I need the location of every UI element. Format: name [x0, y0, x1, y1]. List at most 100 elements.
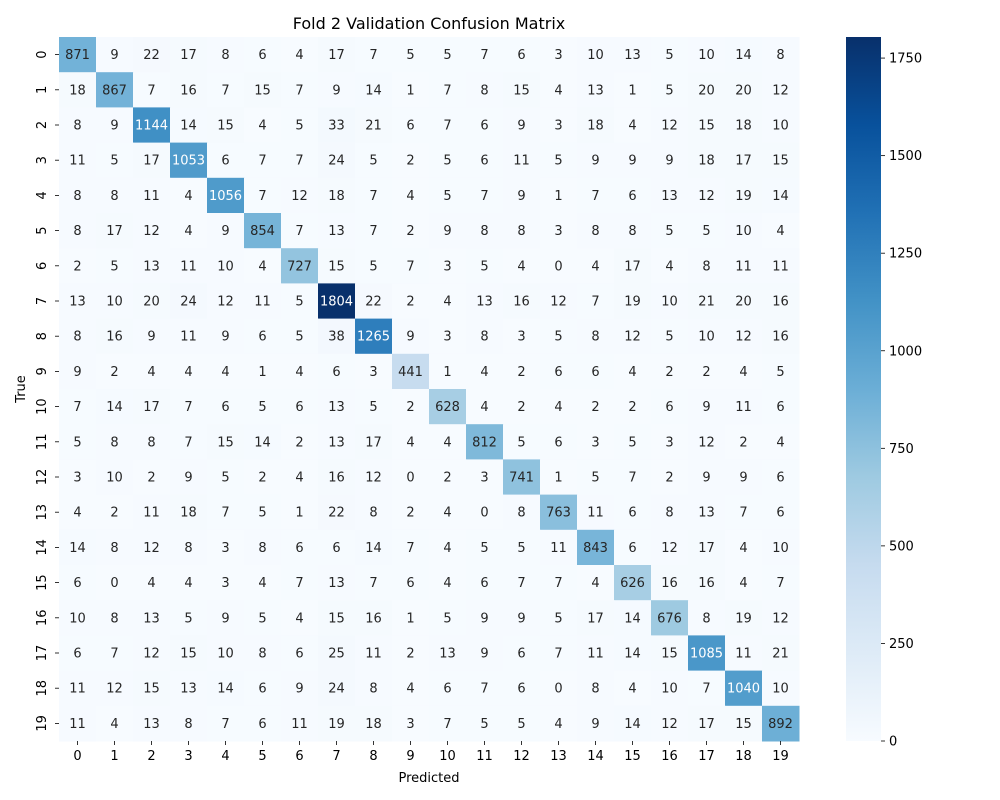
heatmap-cell-4-8	[355, 177, 393, 214]
heatmap-cell-4-15	[614, 177, 652, 214]
heatmap-cell-14-11	[466, 529, 504, 566]
cell-value-16-17: 8	[702, 611, 710, 626]
cell-value-19-8: 18	[365, 717, 382, 732]
cell-value-7-14: 7	[591, 295, 599, 310]
heatmap-cell-18-15	[614, 670, 652, 707]
cell-value-8-15: 12	[624, 330, 641, 345]
heatmap-cell-9-4	[207, 353, 245, 390]
heatmap-cell-15-10	[429, 565, 467, 601]
cell-value-15-8: 7	[369, 576, 377, 591]
heatmap-cell-15-13	[540, 565, 578, 601]
heatmap-cell-12-14	[577, 459, 615, 496]
cell-value-5-6: 7	[295, 224, 303, 239]
heatmap-cell-10-9	[392, 389, 430, 425]
heatmap-cell-16-19	[762, 600, 800, 636]
heatmap-cell-2-16	[651, 107, 689, 144]
y-tick-label-5: 5	[35, 226, 50, 234]
cell-value-15-9: 6	[406, 576, 414, 591]
heatmap-cell-15-8	[355, 565, 393, 601]
cell-value-14-14: 843	[583, 541, 608, 556]
cell-value-4-1: 8	[110, 189, 118, 204]
cell-value-0-5: 6	[258, 48, 266, 63]
heatmap-cell-6-4	[207, 248, 245, 284]
cell-value-12-6: 4	[295, 471, 303, 486]
cell-value-4-10: 5	[443, 189, 451, 204]
x-tick-label-0: 0	[73, 749, 81, 764]
heatmap-cell-12-2	[133, 459, 171, 496]
heatmap-cell-5-0	[59, 213, 97, 249]
cell-value-16-4: 9	[221, 611, 229, 626]
colorbar: 0 250 500 750 1000 1250 1500 1750	[846, 37, 922, 750]
heatmap-cell-13-5	[244, 494, 282, 531]
cell-value-14-2: 12	[143, 541, 160, 556]
heatmap-cell-14-10	[429, 529, 467, 566]
cell-value-5-10: 9	[443, 224, 451, 239]
heatmap-cell-3-16	[651, 142, 689, 179]
heatmap-cell-9-17	[688, 353, 726, 390]
heatmap-cell-6-6	[281, 248, 319, 284]
x-tick-label-11: 11	[476, 749, 493, 764]
cell-value-9-11: 4	[480, 365, 488, 380]
cell-value-12-15: 7	[628, 471, 636, 486]
cell-value-6-12: 4	[517, 259, 525, 274]
heatmap-cell-16-10	[429, 600, 467, 636]
heatmap-cell-13-17	[688, 494, 726, 531]
cell-value-7-18: 20	[735, 295, 752, 310]
heatmap-cell-15-15	[614, 565, 652, 601]
cell-value-17-6: 6	[295, 647, 303, 662]
cell-value-12-9: 0	[406, 471, 414, 486]
cell-value-6-7: 15	[328, 259, 345, 274]
cell-value-3-13: 5	[554, 154, 562, 169]
heatmap-cell-10-16	[651, 389, 689, 425]
cell-value-19-12: 5	[517, 717, 525, 732]
cell-value-1-6: 7	[295, 83, 303, 98]
cell-value-13-11: 0	[480, 506, 488, 521]
y-tick-label-19: 19	[35, 715, 50, 732]
heatmap-cell-2-3	[170, 107, 208, 144]
heatmap-cell-16-13	[540, 600, 578, 636]
cell-value-18-4: 14	[217, 682, 234, 697]
heatmap-cell-17-0	[59, 635, 97, 672]
cell-value-10-13: 4	[554, 400, 562, 415]
cell-value-11-12: 5	[517, 435, 525, 450]
colorbar-tick-label-2: 500	[889, 539, 914, 554]
heatmap-cell-12-9	[392, 459, 430, 496]
cell-value-1-1: 867	[102, 83, 127, 98]
heatmap-cell-19-5	[244, 705, 282, 742]
cell-value-6-10: 3	[443, 259, 451, 274]
heatmap-cell-3-13	[540, 142, 578, 179]
heatmap-cell-0-13	[540, 37, 578, 73]
cell-value-9-6: 4	[295, 365, 303, 380]
x-tick-label-6: 6	[295, 749, 303, 764]
cell-value-5-14: 8	[591, 224, 599, 239]
cell-value-7-11: 13	[476, 295, 493, 310]
cell-value-17-10: 13	[439, 647, 456, 662]
cell-value-7-1: 10	[106, 295, 123, 310]
cell-value-17-13: 7	[554, 647, 562, 662]
cell-value-14-7: 6	[332, 541, 340, 556]
heatmap-cell-11-16	[651, 424, 689, 460]
heatmap-cell-11-2	[133, 424, 171, 460]
heatmap-cell-9-12	[503, 353, 541, 390]
heatmap-cell-7-10	[429, 283, 467, 320]
cell-value-18-7: 24	[328, 682, 345, 697]
heatmap-cell-10-17	[688, 389, 726, 425]
cell-value-2-0: 8	[73, 119, 81, 134]
cell-value-12-5: 2	[258, 471, 266, 486]
cell-value-7-10: 4	[443, 295, 451, 310]
cell-value-13-12: 8	[517, 506, 525, 521]
cell-value-7-5: 11	[254, 295, 271, 310]
heatmap-cell-18-3	[170, 670, 208, 707]
heatmap-cell-12-3	[170, 459, 208, 496]
cell-value-6-2: 13	[143, 259, 160, 274]
cell-value-3-5: 7	[258, 154, 266, 169]
cell-value-1-12: 15	[513, 83, 530, 98]
heatmap-cell-13-7	[318, 494, 356, 531]
cell-value-6-18: 11	[735, 259, 752, 274]
heatmap-cell-3-11	[466, 142, 504, 179]
cell-value-8-18: 12	[735, 330, 752, 345]
heatmap-cell-13-9	[392, 494, 430, 531]
heatmap-cell-15-0	[59, 565, 97, 601]
cell-value-8-10: 3	[443, 330, 451, 345]
heatmap-cell-17-3	[170, 635, 208, 672]
